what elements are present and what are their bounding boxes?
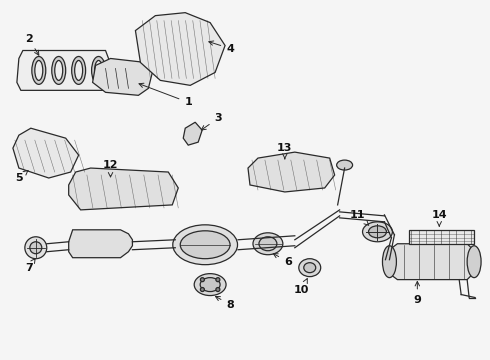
Polygon shape (69, 230, 132, 258)
Text: 11: 11 (350, 210, 368, 225)
Text: 9: 9 (414, 282, 421, 305)
Ellipse shape (55, 60, 63, 80)
Polygon shape (183, 122, 202, 145)
Ellipse shape (25, 237, 47, 259)
Text: 2: 2 (25, 33, 39, 55)
Text: 5: 5 (15, 170, 28, 183)
Ellipse shape (194, 274, 226, 296)
Ellipse shape (383, 246, 396, 278)
Text: 3: 3 (201, 113, 222, 130)
Ellipse shape (216, 288, 220, 292)
Ellipse shape (92, 57, 105, 84)
Ellipse shape (216, 278, 220, 282)
Ellipse shape (173, 225, 238, 265)
Text: 13: 13 (277, 143, 293, 159)
Polygon shape (13, 128, 78, 178)
Polygon shape (135, 13, 225, 85)
Ellipse shape (253, 233, 283, 255)
Ellipse shape (304, 263, 316, 273)
Ellipse shape (95, 60, 102, 80)
Text: 1: 1 (139, 83, 192, 107)
Text: 10: 10 (294, 279, 310, 294)
Ellipse shape (200, 288, 204, 292)
Polygon shape (388, 244, 475, 280)
Ellipse shape (368, 226, 387, 238)
Ellipse shape (200, 278, 220, 292)
Ellipse shape (72, 57, 86, 84)
Text: 6: 6 (273, 253, 292, 267)
Text: 7: 7 (25, 258, 35, 273)
Ellipse shape (299, 259, 321, 276)
Ellipse shape (180, 231, 230, 259)
Text: 12: 12 (103, 160, 118, 177)
Polygon shape (248, 152, 335, 192)
Text: 4: 4 (209, 41, 234, 54)
Text: 14: 14 (431, 210, 447, 226)
Ellipse shape (259, 237, 277, 251)
Ellipse shape (337, 160, 353, 170)
Ellipse shape (30, 242, 42, 254)
Text: 8: 8 (216, 296, 234, 310)
Ellipse shape (200, 278, 204, 282)
Ellipse shape (32, 57, 46, 84)
Polygon shape (93, 58, 152, 95)
Ellipse shape (467, 246, 481, 278)
Ellipse shape (363, 222, 392, 242)
Polygon shape (17, 50, 108, 90)
Ellipse shape (35, 60, 43, 80)
Polygon shape (409, 230, 474, 244)
Polygon shape (69, 168, 178, 210)
Ellipse shape (52, 57, 66, 84)
Ellipse shape (74, 60, 83, 80)
